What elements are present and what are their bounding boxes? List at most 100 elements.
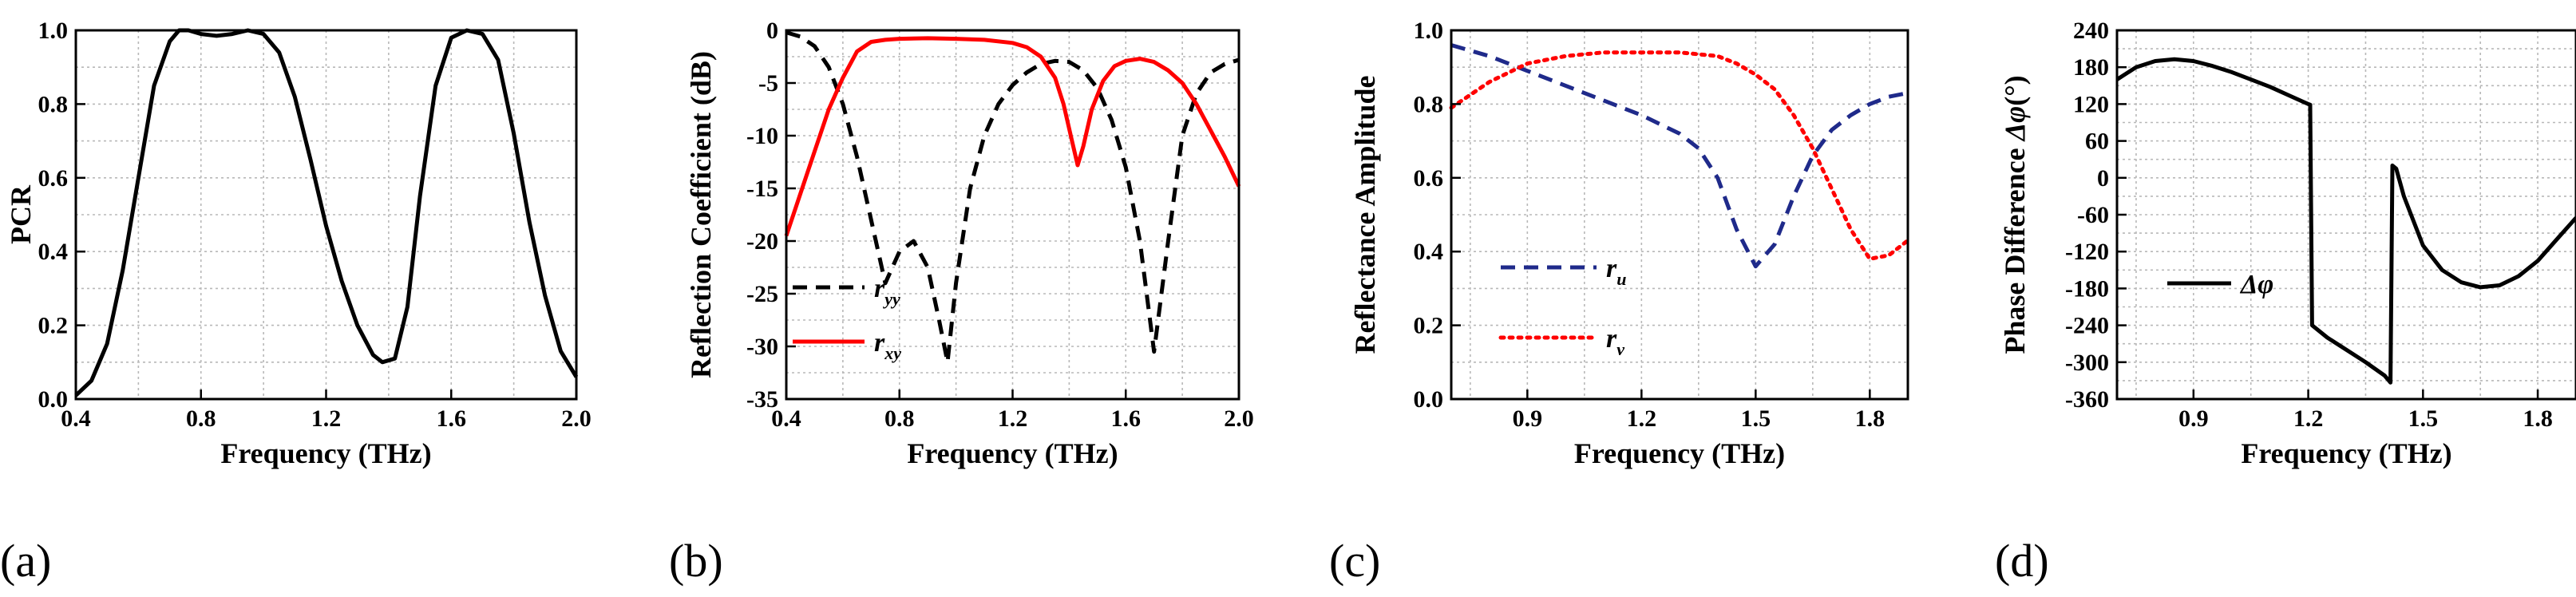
- legend-label-sub: u: [1616, 269, 1626, 289]
- x-tick-label: 1.6: [1111, 405, 1142, 432]
- y-tick-label: 0.8: [38, 91, 69, 117]
- legend-label-sub: v: [1616, 339, 1624, 359]
- x-tick-label: 1.2: [311, 405, 342, 432]
- legend-entry-1: ryy: [793, 274, 900, 309]
- panel-label: (b): [669, 535, 723, 587]
- x-tick-label: 0.8: [186, 405, 216, 432]
- legend-entry-1: ru: [1501, 254, 1626, 289]
- legend-label: rv: [1606, 324, 1624, 359]
- y-tick-label: -15: [746, 176, 778, 202]
- y-tick-label: 1.0: [1414, 18, 1444, 44]
- x-tick-label: 1.8: [1855, 405, 1886, 432]
- gridlines: [1451, 30, 1908, 399]
- y-tick-label: 0.6: [38, 165, 69, 192]
- panel-label: (d): [1995, 535, 2049, 587]
- legend-label: Δφ: [2239, 270, 2273, 299]
- x-tick-label: 1.2: [1627, 405, 1657, 432]
- x-tick-label: 1.2: [998, 405, 1028, 432]
- panel-label: (c): [1329, 535, 1380, 587]
- y-tick-label: 0: [766, 18, 778, 44]
- y-tick-label: -35: [746, 386, 778, 413]
- x-axis-title: Frequency (THz): [907, 437, 1118, 469]
- y-tick-label: -60: [2077, 202, 2109, 228]
- y-tick-label: -300: [2065, 350, 2109, 376]
- x-tick-label: 0.9: [2178, 405, 2209, 432]
- y-tick-label: -120: [2065, 239, 2109, 265]
- chart-panel-1: 0.4 0.8 1.2 1.6 2.0 0.0 0.2 0.4 0.6 0.8 1.0 Frequen…: [0, 18, 592, 587]
- legend-label-main: r: [1606, 324, 1617, 354]
- y-tick-label: 0: [2097, 165, 2109, 192]
- x-axis-title: Frequency (THz): [1574, 437, 1785, 469]
- y-tick-label: -240: [2065, 313, 2109, 339]
- y-tick-label: -20: [746, 228, 778, 255]
- y-tick-label: 60: [2085, 128, 2109, 155]
- y-tick-label: -25: [746, 281, 778, 307]
- y-axis-title-symbol: Δφ: [1999, 106, 2031, 143]
- legend-label-main: r: [874, 274, 885, 303]
- y-axis-title: Reflectance Amplitude: [1349, 76, 1381, 354]
- legend-d: Δφ: [2167, 270, 2273, 299]
- legend-entry-2: rv: [1498, 324, 1624, 359]
- y-tick-label: 0.2: [1414, 313, 1444, 339]
- y-tick-label: 0.0: [38, 386, 69, 413]
- x-tick-label: 1.5: [2408, 405, 2439, 432]
- legend-entry-1: Δφ: [2167, 270, 2273, 299]
- series-line-2: [1449, 50, 1910, 261]
- y-tick-label: 0.6: [1414, 165, 1444, 192]
- gridlines: [76, 30, 576, 399]
- legend-label: ru: [1606, 254, 1626, 289]
- x-tick-label: 0.4: [61, 405, 91, 432]
- x-tick-label: 1.6: [437, 405, 467, 432]
- y-tick-label: -360: [2065, 386, 2109, 413]
- y-tick-label: -180: [2065, 275, 2109, 302]
- chart-panel-3: 0.9 1.2 1.5 1.8 0.0 0.2 0.4 0.6 0.8 1.0 Frequency …: [1329, 18, 1910, 587]
- y-tick-label: 0.0: [1414, 386, 1444, 413]
- x-axis-title: Frequency (THz): [2241, 437, 2451, 469]
- legend-label-main: r: [1606, 254, 1617, 283]
- gridlines: [786, 30, 1239, 399]
- y-tick-label: 1.0: [38, 18, 69, 44]
- legend-label-sub: xy: [884, 343, 901, 363]
- y-axis-title: Reflection Coefficient (dB): [685, 51, 717, 378]
- legend-label-main: r: [874, 328, 885, 358]
- legend-label: rxy: [874, 328, 901, 363]
- y-tick-label: 0.4: [1414, 239, 1444, 265]
- legend-label: ryy: [874, 274, 900, 309]
- y-axis-title-unit: (°): [1999, 75, 2031, 105]
- plot-frame: [1450, 29, 1909, 401]
- x-tick-label: 2.0: [1224, 405, 1254, 432]
- y-tick-label: 180: [2073, 54, 2109, 81]
- x-tick-label: 1.5: [1741, 405, 1771, 432]
- chart-panel-2: 0.4 0.8 1.2 1.6 2.0 -35 -30 -25 -20 -15 -10 -5 0 Freq…: [669, 18, 1254, 587]
- series-line-1: [74, 28, 579, 397]
- series-line-1: [1450, 43, 1909, 269]
- x-tick-label: 1.2: [2293, 405, 2324, 432]
- x-tick-label: 0.8: [884, 405, 915, 432]
- y-tick-label: 120: [2073, 91, 2109, 117]
- x-tick-label: 1.8: [2523, 405, 2553, 432]
- series-line-1: [2115, 57, 2576, 385]
- legend-label-sub: yy: [882, 289, 900, 309]
- chart-panel-4: 0.9 1.2 1.5 1.8 -360 -300 -240 -180 -120 -60 0 60 12…: [1995, 18, 2576, 587]
- y-tick-label: -30: [746, 334, 778, 360]
- x-tick-label: 0.9: [1513, 405, 1543, 432]
- y-tick-label: 0.4: [38, 239, 69, 265]
- legend-label-main: Δφ: [2239, 270, 2273, 299]
- gridlines: [2117, 30, 2576, 399]
- x-tick-label: 2.0: [561, 405, 592, 432]
- y-tick-label: 0.2: [38, 313, 69, 339]
- y-tick-label: -10: [746, 123, 778, 149]
- x-axis-title: Frequency (THz): [220, 437, 431, 469]
- x-tick-label: 0.4: [771, 405, 801, 432]
- y-tick-label: 0.8: [1414, 91, 1444, 117]
- y-axis-title-text: Phase Difference: [1999, 140, 2031, 354]
- y-tick-label: 240: [2073, 18, 2109, 44]
- legend-entry-2: rxy: [793, 328, 901, 363]
- panel-label: (a): [0, 535, 51, 587]
- series-line-2: [784, 36, 1241, 237]
- y-axis-title: PCR: [5, 184, 37, 244]
- y-axis-title: Phase Difference Δφ(°): [1999, 75, 2031, 354]
